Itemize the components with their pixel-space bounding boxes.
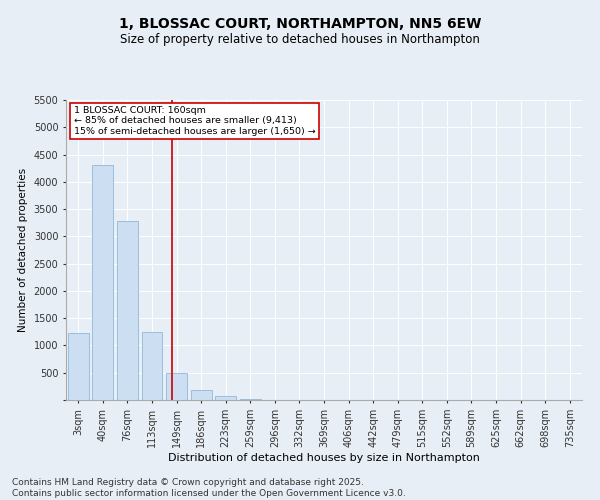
- Bar: [68, 334, 89, 400]
- Text: Size of property relative to detached houses in Northampton: Size of property relative to detached ho…: [120, 32, 480, 46]
- Bar: [191, 390, 212, 400]
- Bar: [215, 396, 236, 400]
- X-axis label: Distribution of detached houses by size in Northampton: Distribution of detached houses by size …: [168, 452, 480, 462]
- Bar: [142, 332, 163, 400]
- Bar: [166, 374, 187, 400]
- Text: 1, BLOSSAC COURT, NORTHAMPTON, NN5 6EW: 1, BLOSSAC COURT, NORTHAMPTON, NN5 6EW: [119, 18, 481, 32]
- Bar: [117, 221, 138, 400]
- Bar: [240, 398, 261, 400]
- Text: Contains HM Land Registry data © Crown copyright and database right 2025.
Contai: Contains HM Land Registry data © Crown c…: [12, 478, 406, 498]
- Bar: [92, 165, 113, 400]
- Text: 1 BLOSSAC COURT: 160sqm
← 85% of detached houses are smaller (9,413)
15% of semi: 1 BLOSSAC COURT: 160sqm ← 85% of detache…: [74, 106, 316, 136]
- Y-axis label: Number of detached properties: Number of detached properties: [18, 168, 28, 332]
